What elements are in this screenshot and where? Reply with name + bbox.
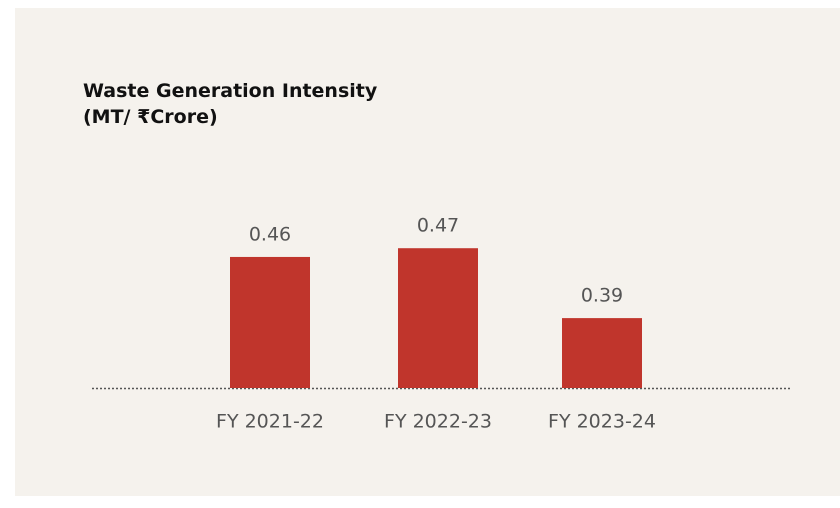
bar: [398, 248, 478, 388]
x-tick-label: FY 2023-24: [548, 411, 656, 433]
bar: [562, 318, 642, 388]
chart-title: Waste Generation Intensity (MT/ ₹Crore): [83, 80, 378, 128]
value-label: 0.39: [581, 285, 623, 307]
bar: [230, 256, 310, 388]
value-label: 0.47: [417, 215, 459, 237]
value-label: 0.46: [249, 223, 291, 245]
x-tick-label: FY 2021-22: [216, 411, 324, 433]
x-tick-label: FY 2022-23: [384, 411, 492, 433]
